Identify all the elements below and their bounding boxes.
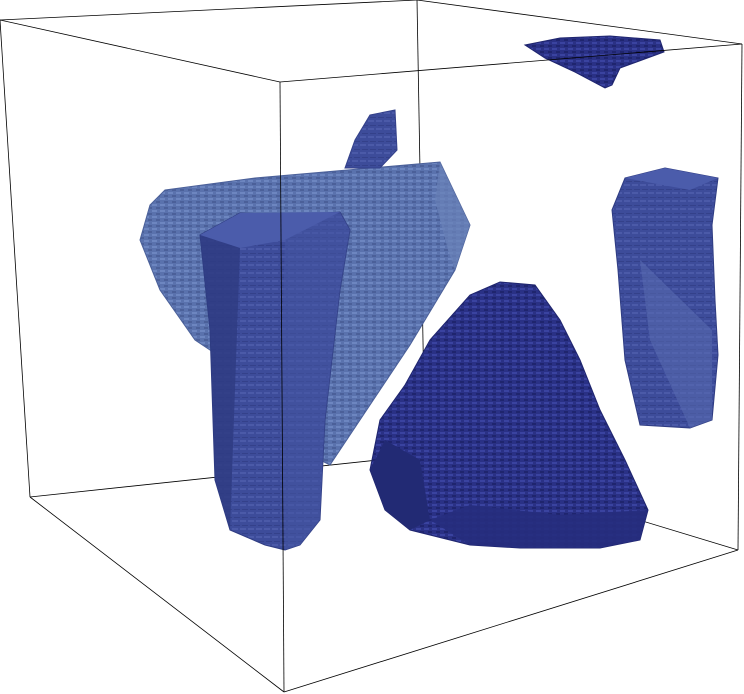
bounding-box-front-edges [0,19,743,693]
top-sliver-solid [523,35,665,89]
right-wedge-solid [611,167,719,429]
dark-pyramid-solid [369,281,649,549]
tall-prism-solid [199,211,351,551]
small-spike-solid [344,109,398,169]
